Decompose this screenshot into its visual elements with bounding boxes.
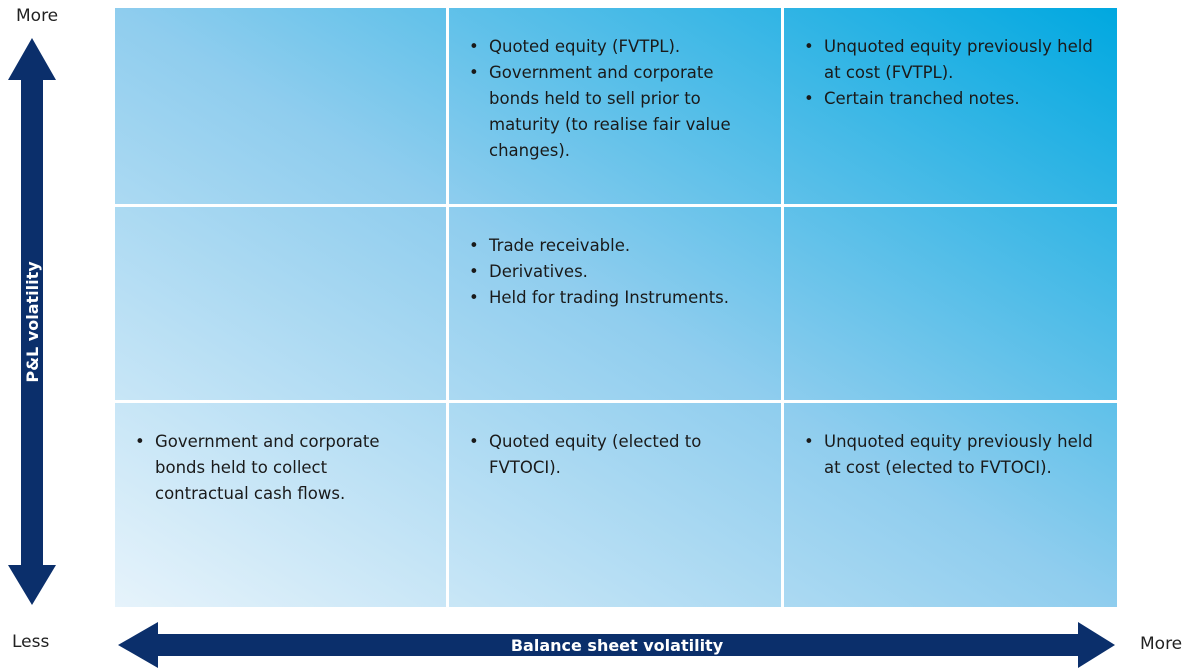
bullet-item: Quoted equity (FVTPL). <box>467 34 761 60</box>
bullet-list: Quoted equity (FVTPL).Government and cor… <box>467 34 761 164</box>
bullet-item: Unquoted equity previously held at cost … <box>802 34 1097 86</box>
bullet-list: Government and corporate bonds held to c… <box>133 429 426 507</box>
horizontal-arrow <box>118 622 1115 668</box>
cell: Quoted equity (elected to FVTOCI). <box>449 403 781 607</box>
vertical-arrow <box>8 38 56 605</box>
divider <box>446 8 449 607</box>
x-axis-label: Balance sheet volatility <box>511 636 724 655</box>
matrix: Quoted equity (FVTPL).Government and cor… <box>115 8 1117 607</box>
bullet-item: Unquoted equity previously held at cost … <box>802 429 1097 481</box>
bullet-list: Trade receivable.Derivatives.Held for tr… <box>467 233 761 311</box>
bullet-list: Quoted equity (elected to FVTOCI). <box>467 429 761 481</box>
bullet-item: Government and corporate bonds held to s… <box>467 60 761 164</box>
x-right-label: More <box>1140 634 1183 654</box>
y-axis-label: P&L volatility <box>23 261 42 383</box>
bullet-list: Unquoted equity previously held at cost … <box>802 429 1097 481</box>
bullet-item: Trade receivable. <box>467 233 761 259</box>
bullet-list: Unquoted equity previously held at cost … <box>802 34 1097 112</box>
cell: Trade receivable.Derivatives.Held for tr… <box>449 207 781 400</box>
cell: Quoted equity (FVTPL).Government and cor… <box>449 8 781 204</box>
bullet-item: Quoted equity (elected to FVTOCI). <box>467 429 761 481</box>
divider <box>115 204 1117 207</box>
y-top-label: More <box>16 6 59 26</box>
bullet-item: Certain tranched notes. <box>802 86 1097 112</box>
cell: Unquoted equity previously held at cost … <box>784 8 1117 204</box>
divider <box>115 400 1117 403</box>
bullet-item: Derivatives. <box>467 259 761 285</box>
cell: Government and corporate bonds held to c… <box>115 403 446 607</box>
y-bottom-label: Less <box>12 632 50 652</box>
divider <box>781 8 784 607</box>
bullet-item: Government and corporate bonds held to c… <box>133 429 426 507</box>
bullet-item: Held for trading Instruments. <box>467 285 761 311</box>
cell: Unquoted equity previously held at cost … <box>784 403 1117 607</box>
